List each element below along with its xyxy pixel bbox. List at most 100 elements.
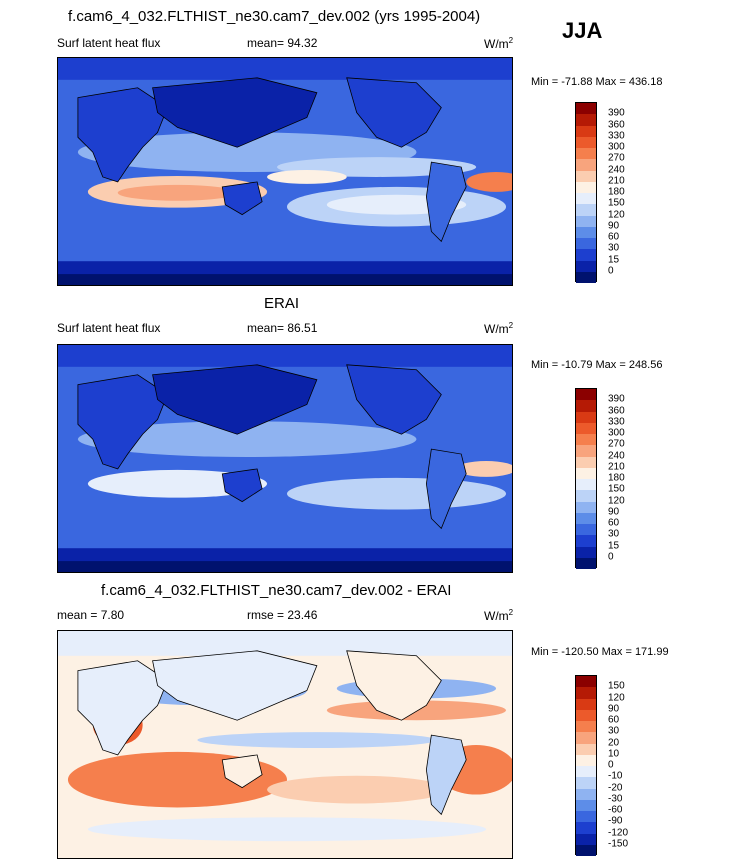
- colorbar-swatch: [576, 557, 596, 569]
- colorbar-tick-label: 30: [608, 725, 620, 737]
- panel3-mean-label: mean = 7.80: [57, 608, 125, 622]
- panel1-map: [57, 57, 513, 286]
- colorbar-swatch: [576, 479, 596, 491]
- colorbar-swatch: [576, 434, 596, 446]
- panel1-units: W/m2: [484, 36, 514, 51]
- colorbar-tick-label: 30: [608, 242, 620, 254]
- colorbar-tick-label: 90: [608, 220, 620, 232]
- colorbar-swatch: [576, 226, 596, 238]
- colorbar-tick-label: 150: [608, 197, 625, 209]
- colorbar-swatch: [576, 687, 596, 699]
- panel1-variable-label: Surf latent heat flux: [57, 36, 161, 50]
- colorbar-swatch: [576, 524, 596, 536]
- colorbar-swatch: [576, 844, 596, 856]
- panel2-title: ERAI: [264, 295, 300, 312]
- colorbar-swatch: [576, 260, 596, 272]
- colorbar-swatch: [576, 249, 596, 261]
- colorbar-swatch: [576, 170, 596, 182]
- colorbar-tick-label: 180: [608, 186, 625, 198]
- panel2-mean-label: mean= 86.51: [247, 321, 318, 335]
- colorbar-tick-label: -30: [608, 793, 623, 805]
- colorbar-tick-label: 60: [608, 714, 620, 726]
- colorbar-swatch: [576, 546, 596, 558]
- colorbar-tick-label: 330: [608, 416, 625, 428]
- panel1-colorbar: [575, 102, 597, 283]
- season-label: JJA: [562, 18, 603, 43]
- colorbar-swatch: [576, 788, 596, 800]
- panel2-map: [57, 344, 513, 573]
- colorbar-swatch: [576, 721, 596, 733]
- colorbar-tick-label: 330: [608, 130, 625, 142]
- colorbar-tick-label: 390: [608, 107, 625, 119]
- colorbar-tick-label: 30: [608, 528, 620, 540]
- colorbar-tick-label: -90: [608, 815, 623, 827]
- colorbar-tick-label: 15: [608, 254, 620, 265]
- colorbar-tick-label: 0: [608, 551, 614, 563]
- colorbar-swatch: [576, 698, 596, 710]
- panel1-title: f.cam6_4_032.FLTHIST_ne30.cam7_dev.002 (…: [68, 8, 481, 25]
- colorbar-swatch: [576, 159, 596, 171]
- panel3-units: W/m2: [484, 608, 514, 623]
- colorbar-tick-label: 360: [608, 119, 625, 130]
- colorbar-tick-label: 90: [608, 506, 620, 518]
- panel3-minmax: Min = -120.50 Max = 171.99: [531, 646, 669, 658]
- colorbar-tick-label: 390: [608, 393, 625, 405]
- colorbar-tick-label: -60: [608, 804, 623, 816]
- colorbar-swatch: [576, 103, 596, 115]
- panel3-title: f.cam6_4_032.FLTHIST_ne30.cam7_dev.002 -…: [101, 582, 452, 599]
- colorbar-swatch: [576, 811, 596, 823]
- colorbar-swatch: [576, 676, 596, 688]
- colorbar-swatch: [576, 215, 596, 227]
- colorbar-tick-label: -10: [608, 770, 623, 782]
- colorbar-tick-label: 150: [608, 483, 625, 495]
- colorbar-tick-label: -120: [608, 827, 629, 838]
- colorbar-tick-label: 15: [608, 540, 620, 551]
- colorbar-tick-label: 360: [608, 405, 625, 416]
- colorbar-swatch: [576, 754, 596, 766]
- colorbar-swatch: [576, 204, 596, 216]
- colorbar-tick-label: 180: [608, 472, 625, 484]
- colorbar-tick-label: 60: [608, 517, 620, 529]
- colorbar-swatch: [576, 512, 596, 524]
- colorbar-swatch: [576, 136, 596, 148]
- colorbar-tick-label: 120: [608, 495, 625, 506]
- colorbar-swatch: [576, 181, 596, 193]
- colorbar-tick-label: 240: [608, 450, 625, 461]
- panel1-mean-label: mean= 94.32: [247, 36, 318, 50]
- panel2-minmax: Min = -10.79 Max = 248.56: [531, 359, 663, 371]
- colorbar-swatch: [576, 125, 596, 137]
- colorbar-tick-label: 120: [608, 692, 625, 703]
- colorbar-tick-label: 300: [608, 141, 625, 153]
- panel3-colorbar: [575, 675, 597, 856]
- colorbar-swatch: [576, 238, 596, 250]
- colorbar-swatch: [576, 822, 596, 834]
- colorbar-swatch: [576, 766, 596, 778]
- colorbar-swatch: [576, 777, 596, 789]
- colorbar-tick-label: 270: [608, 152, 625, 164]
- colorbar-tick-label: 20: [608, 737, 620, 748]
- colorbar-swatch: [576, 445, 596, 457]
- colorbar-swatch: [576, 501, 596, 513]
- colorbar-tick-label: 240: [608, 164, 625, 175]
- colorbar-swatch: [576, 467, 596, 479]
- colorbar-swatch: [576, 799, 596, 811]
- colorbar-swatch: [576, 422, 596, 434]
- colorbar-swatch: [576, 743, 596, 755]
- colorbar-tick-label: 210: [608, 461, 625, 473]
- colorbar-tick-label: 120: [608, 209, 625, 220]
- panel2-units: W/m2: [484, 321, 514, 336]
- colorbar-tick-label: 150: [608, 680, 625, 692]
- colorbar-swatch: [576, 833, 596, 845]
- colorbar-tick-label: 90: [608, 703, 620, 715]
- colorbar-tick-label: -20: [608, 782, 623, 793]
- colorbar-tick-label: 0: [608, 265, 614, 277]
- colorbar-swatch: [576, 732, 596, 744]
- colorbar-swatch: [576, 400, 596, 412]
- colorbar-tick-label: 0: [608, 759, 614, 771]
- colorbar-swatch: [576, 193, 596, 205]
- colorbar-swatch: [576, 271, 596, 283]
- panel2-variable-label: Surf latent heat flux: [57, 321, 161, 335]
- colorbar-swatch: [576, 490, 596, 502]
- panel3-map: [57, 630, 513, 859]
- colorbar-tick-label: 300: [608, 427, 625, 439]
